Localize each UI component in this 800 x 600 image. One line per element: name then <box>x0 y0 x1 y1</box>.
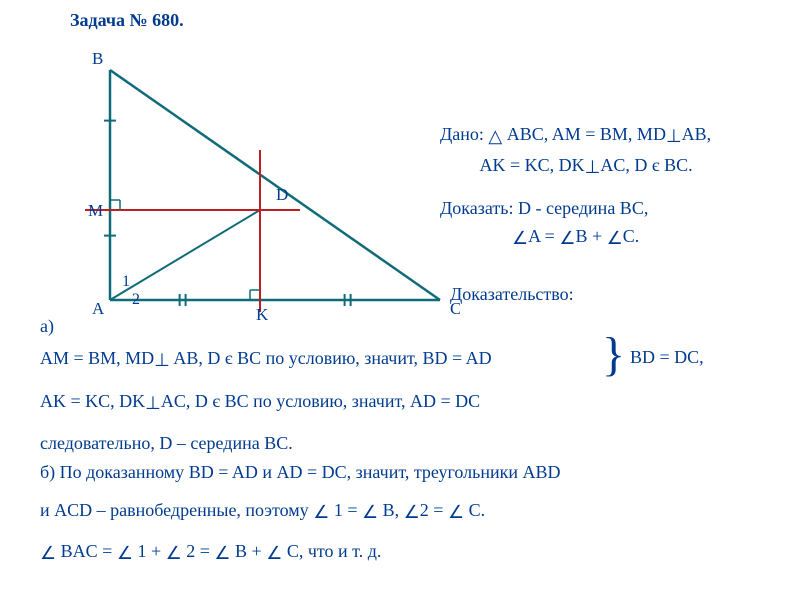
triangle-icon: △ <box>488 122 502 151</box>
prove1: Доказать: D - середина BC, <box>440 198 648 218</box>
brace-group: } BD = DC, <box>40 335 760 389</box>
given-mid: ABC, AM = BM, MD <box>502 124 666 144</box>
perp-icon: ⊥ <box>585 153 601 182</box>
pb-l3b: 1 + <box>133 541 166 561</box>
angle-icon: ∠ <box>404 496 420 528</box>
part-a-label: а) <box>40 316 54 336</box>
pa-l3: следовательно, D – середина BC. <box>40 433 293 453</box>
angle-icon: ∠ <box>266 537 282 569</box>
svg-text:M: M <box>88 201 103 220</box>
angle-icon: ∠ <box>559 224 575 253</box>
angle-icon: ∠ <box>362 496 378 528</box>
svg-text:1: 1 <box>122 273 130 290</box>
angle-icon: ∠ <box>448 496 464 528</box>
geometry-diagram: ABCMKD12 <box>40 50 460 330</box>
pb-l2b: 1 = <box>329 500 362 520</box>
pb-l2a: и ACD – равнобедренные, поэтому <box>40 500 313 520</box>
given2-post: AC, D є BC. <box>600 155 692 175</box>
given2-pre: AK = KC, DK <box>440 155 585 175</box>
angle-icon: ∠ <box>214 537 230 569</box>
prove2-m2: B + <box>575 226 606 246</box>
pb-l3a: BAC = <box>56 541 117 561</box>
pb-l3e: C, что и т. д. <box>282 541 381 561</box>
perp-icon: ⊥ <box>145 387 161 419</box>
given-block: Дано: △ ABC, AM = BM, MD⊥AB, AK = KC, DK… <box>440 120 780 253</box>
proof-heading: Доказательство: <box>450 284 574 305</box>
perp-icon: ⊥ <box>666 122 682 151</box>
pb-l1a: б) По доказанному <box>40 462 189 482</box>
angle-icon: ∠ <box>313 496 329 528</box>
svg-text:2: 2 <box>132 291 140 308</box>
pb-l3d: B + <box>231 541 267 561</box>
given-pre: Дано: <box>440 124 488 144</box>
angle-icon: ∠ <box>40 537 56 569</box>
svg-text:B: B <box>92 50 103 68</box>
angle-icon: ∠ <box>166 537 182 569</box>
pb-l2e: C. <box>464 500 485 520</box>
prove2-post: C. <box>623 226 640 246</box>
pb-l1b: BD = AD и AD = DC, значит, треугольники … <box>189 462 561 482</box>
pa-l2a: AK = KC, DK <box>40 391 145 411</box>
prove2-m1: A = <box>528 226 559 246</box>
problem-title: Задача № 680. <box>70 10 184 31</box>
prove2-pad <box>440 226 512 246</box>
angle-icon: ∠ <box>607 224 623 253</box>
pa-l2b: AC, D є BC по условию, значит, AD = DC <box>161 391 480 411</box>
brace-result: BD = DC, <box>630 347 704 368</box>
pb-l3c: 2 = <box>182 541 215 561</box>
pb-l2c: B, <box>378 500 404 520</box>
curly-brace-icon: } <box>602 331 625 379</box>
pb-l2d: 2 = <box>420 500 448 520</box>
proof-part-b: б) По доказанному BD = AD и AD = DC, зна… <box>40 456 760 569</box>
angle-icon: ∠ <box>117 537 133 569</box>
given-post: AB, <box>682 124 712 144</box>
angle-icon: ∠ <box>512 224 528 253</box>
svg-text:D: D <box>276 185 288 204</box>
